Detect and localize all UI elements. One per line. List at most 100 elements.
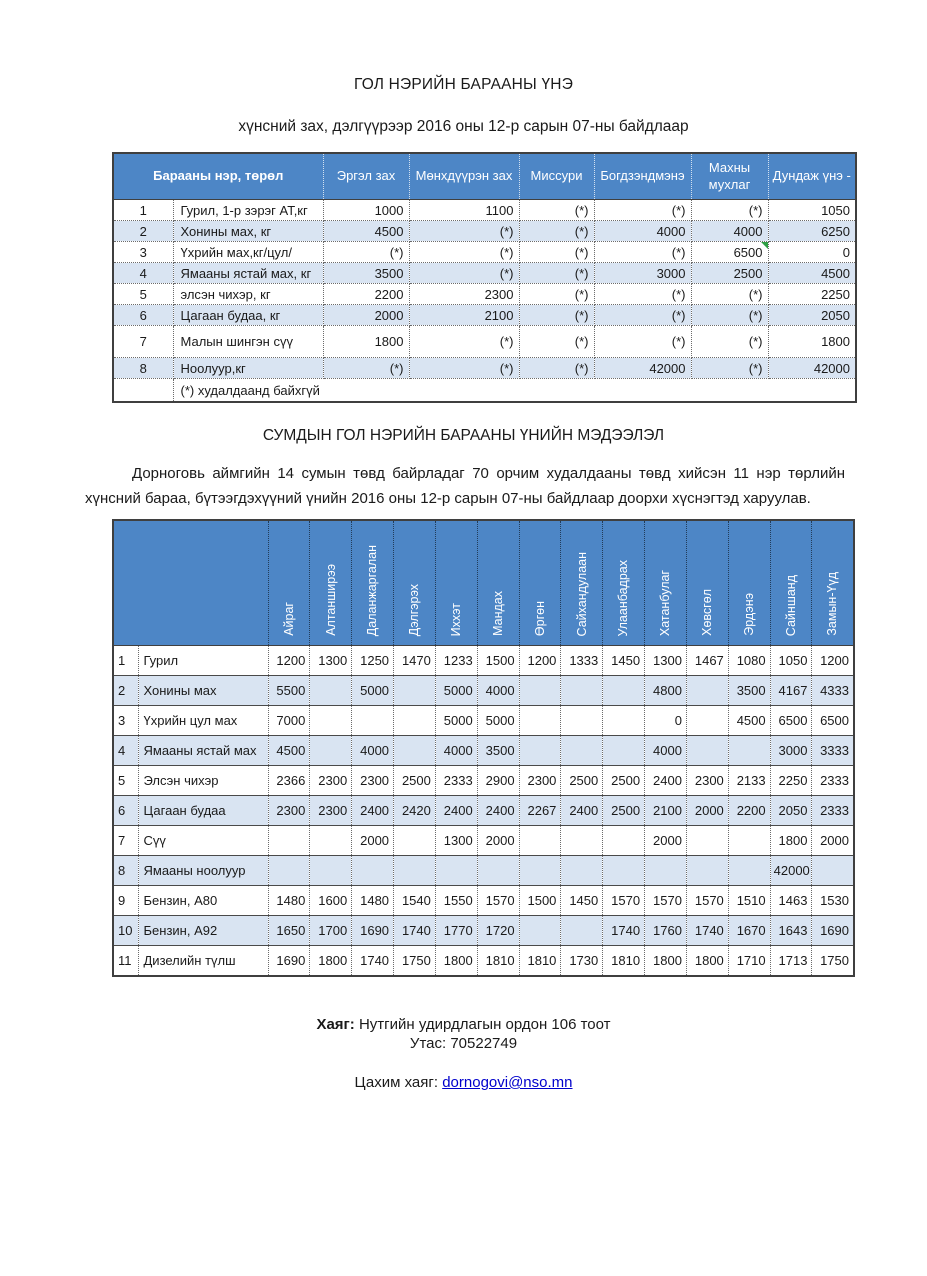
price-cell: 2333 (811, 765, 855, 796)
footnote-text: (*) худалдаанд байхгүй (173, 378, 857, 402)
price-cell: 2133 (728, 765, 771, 796)
market-price-table: Барааны нэр, төрөл Эргэл зах Мөнхдүүрэн з… (112, 152, 857, 403)
price-cell: 42000 (770, 855, 813, 886)
price-cell: (*) (409, 262, 520, 284)
price-cell: 1080 (728, 645, 771, 676)
row-number: 4 (113, 735, 139, 766)
price-cell: 5000 (435, 705, 478, 736)
price-cell: 2000 (477, 825, 520, 856)
price-cell: 2333 (811, 795, 855, 826)
price-cell: 2500 (602, 795, 646, 826)
price-cell (560, 825, 604, 856)
price-cell: (*) (519, 357, 595, 379)
price-cell: 1200 (519, 645, 562, 676)
price-cell: 2000 (644, 825, 687, 856)
soum-column-header-label: Замын-Үүд (825, 572, 840, 636)
soum-header-blank (113, 520, 269, 646)
cell-flag-triangle-icon (760, 242, 767, 249)
soum-column-header-label: Сайхандулаан (574, 551, 589, 636)
price-cell: 3500 (323, 262, 410, 284)
row-number: 6 (113, 795, 139, 826)
price-cell (435, 855, 478, 886)
price-cell: (*) (594, 199, 692, 221)
row-number: 7 (113, 325, 174, 358)
market-table-row: 4 Ямааны ястай мах, кг 3500 (*) (*) 3000 2500 4… (113, 262, 857, 284)
price-cell (309, 675, 353, 706)
price-cell: 1000 (323, 199, 410, 221)
price-cell: 2300 (309, 765, 353, 796)
soum-column-header-label: Сайншанд (783, 574, 798, 636)
price-cell (602, 705, 646, 736)
price-cell: 2100 (644, 795, 687, 826)
price-cell: 2500 (560, 765, 604, 796)
email-link[interactable]: dornogovi@nso.mn (442, 1074, 573, 1091)
price-cell: 2000 (686, 795, 729, 826)
price-cell: 2300 (686, 765, 729, 796)
price-cell: 4500 (323, 220, 410, 242)
price-cell: 4000 (477, 675, 520, 706)
price-cell: 6500 (770, 705, 813, 736)
price-cell: 1740 (602, 915, 646, 946)
soum-column-header: Сайншанд (770, 520, 813, 646)
price-cell: 3500 (477, 735, 520, 766)
price-cell: 2400 (644, 765, 687, 796)
price-cell: 1650 (268, 915, 311, 946)
row-number: 1 (113, 645, 139, 676)
price-cell: 2500 (691, 262, 769, 284)
price-cell: 2400 (435, 795, 478, 826)
price-cell: 1570 (477, 885, 520, 916)
price-cell: 1100 (409, 199, 520, 221)
price-cell (602, 855, 646, 886)
address-label: Хаяг: (316, 1016, 355, 1033)
market-table-row: 5 элсэн чихэр, кг 2200 2300 (*) (*) (*) 2250 (113, 283, 857, 305)
price-cell: 3000 (770, 735, 813, 766)
price-cell: 1200 (268, 645, 311, 676)
price-cell: 1750 (811, 945, 855, 977)
price-cell: 2333 (435, 765, 478, 796)
price-cell: 1500 (519, 885, 562, 916)
price-cell: (*) (323, 357, 410, 379)
price-cell: 1570 (686, 885, 729, 916)
price-cell (728, 855, 771, 886)
price-cell (309, 825, 353, 856)
price-cell: (*) (691, 325, 769, 358)
market-table-row: 3 Үхрийн мах,кг/цул/(*) (*) (*) (*) 6500 0 (113, 241, 857, 263)
price-cell (393, 825, 436, 856)
row-number: 8 (113, 357, 174, 379)
price-cell: 2400 (351, 795, 395, 826)
product-name: элсэн чихэр, кг (173, 283, 324, 305)
row-number: 5 (113, 283, 174, 305)
price-cell: 1670 (728, 915, 771, 946)
soum-table-row: 11 Дизелийн түлш 1690 1800 1740 1750 1800 1810 1… (113, 945, 855, 977)
row-number: 2 (113, 220, 174, 242)
product-name: Дизелийн түлш (138, 945, 269, 977)
row-number: 10 (113, 915, 139, 946)
soum-column-header: Хатанбулаг (644, 520, 687, 646)
price-cell (519, 825, 562, 856)
price-cell: (*) (519, 241, 595, 263)
price-cell (602, 825, 646, 856)
soum-table-row: 8 Ямааны ноолуур 42000 (113, 855, 855, 886)
price-cell: 3500 (728, 675, 771, 706)
soum-column-header: Дэлгэрэх (393, 520, 436, 646)
footer-phone: Утас: 70522749 (409, 1035, 518, 1052)
market-table-row: 2 Хонины мах, кг 4500 (*) (*) 4000 4000 6250 (113, 220, 857, 242)
price-cell: 1810 (477, 945, 520, 977)
market-table-row: 6 Цагаан будаа, кг 2000 2100 (*) (*) (*) 2050 (113, 304, 857, 326)
price-cell: 1570 (602, 885, 646, 916)
price-cell (519, 675, 562, 706)
price-cell (309, 705, 353, 736)
price-cell: 2050 (768, 304, 857, 326)
product-name: Ноолуур,кг (173, 357, 324, 379)
row-number: 3 (113, 241, 174, 263)
soum-table-body: 1 Гурил 1200 1300 1250 1470 1233 1500 1200 1333 14… (113, 645, 855, 977)
product-name: Малын шингэн сүү (173, 325, 324, 358)
price-cell: (*) (519, 262, 595, 284)
price-cell: 2300 (519, 765, 562, 796)
row-number: 5 (113, 765, 139, 796)
product-name: Ямааны ястай мах, кг (173, 262, 324, 284)
price-cell: (*) (519, 325, 595, 358)
price-cell: 4800 (644, 675, 687, 706)
price-cell: 1250 (351, 645, 395, 676)
market-table-header-row: Барааны нэр, төрөл Эргэл зах Мөнхдүүрэн з… (113, 153, 857, 200)
